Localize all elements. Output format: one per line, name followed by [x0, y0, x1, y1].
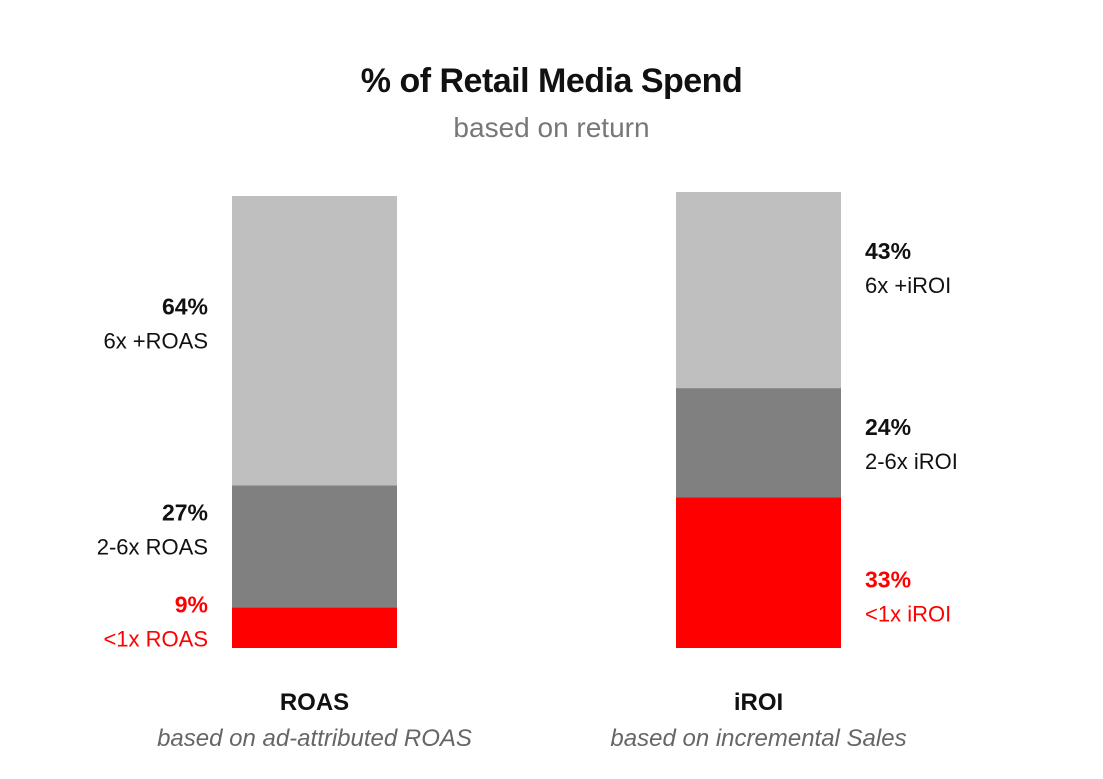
bar-segment-iroi-mid — [676, 388, 841, 498]
segment-label-iroi-low: <1x iROI — [865, 602, 951, 627]
chart-subtitle: based on return — [453, 112, 650, 143]
pct-label-iroi-low: 33% — [865, 567, 911, 593]
pct-label-roas-high: 64% — [162, 294, 208, 320]
category-label-iroi: iROI — [734, 689, 783, 716]
segment-label-roas-mid: 2-6x ROAS — [97, 534, 208, 559]
segment-label-roas-low: <1x ROAS — [103, 626, 208, 651]
pct-label-roas-mid: 27% — [162, 499, 208, 525]
segment-label-roas-high: 6x +ROAS — [103, 329, 208, 354]
pct-label-iroi-high: 43% — [865, 238, 911, 264]
bar-segment-iroi-low — [676, 497, 841, 648]
bar-segment-roas-high — [232, 196, 397, 486]
bar-segment-roas-mid — [232, 485, 397, 608]
chart-title: % of Retail Media Spend — [360, 62, 743, 100]
bar-segment-iroi-high — [676, 192, 841, 389]
pct-label-roas-low: 9% — [175, 591, 208, 617]
category-caption-iroi: based on incremental Sales — [610, 725, 906, 752]
category-label-roas: ROAS — [280, 689, 349, 716]
bar-segment-roas-low — [232, 607, 397, 648]
segment-label-iroi-high: 6x +iROI — [865, 273, 951, 298]
pct-label-iroi-mid: 24% — [865, 414, 911, 440]
segment-label-iroi-mid: 2-6x iROI — [865, 449, 958, 474]
category-caption-roas: based on ad-attributed ROAS — [157, 725, 472, 752]
